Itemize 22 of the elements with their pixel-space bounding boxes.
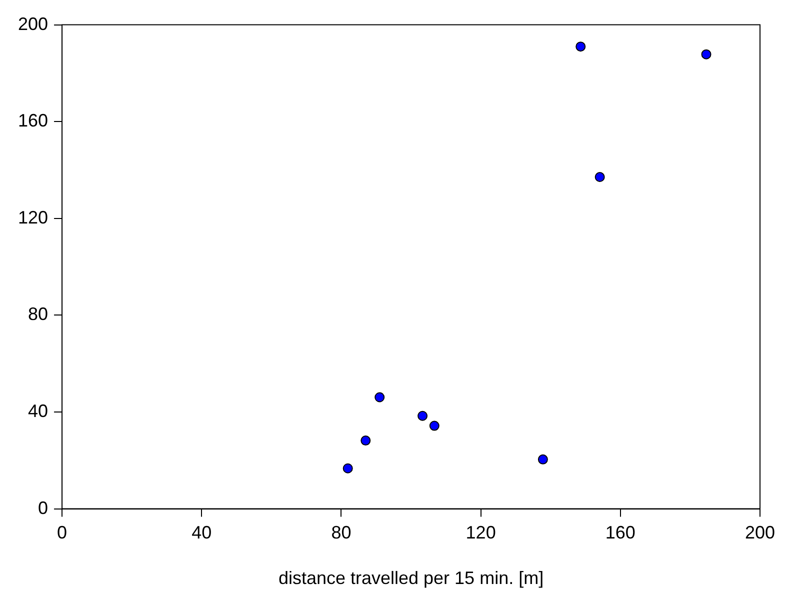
point xyxy=(429,420,440,431)
y-tick-label: 160 xyxy=(18,110,48,131)
y-tick-label: 0 xyxy=(38,498,48,518)
y-tick-label: 120 xyxy=(18,207,48,228)
x-tick-label: 200 xyxy=(744,522,776,543)
y-tick-label: 80 xyxy=(28,304,48,324)
point xyxy=(374,392,385,402)
point xyxy=(594,172,605,182)
point xyxy=(701,49,712,60)
x-tick-label: 120 xyxy=(466,522,496,543)
point xyxy=(360,436,371,446)
x-tick-label: 40 xyxy=(192,522,212,543)
y-tick-label: 200 xyxy=(18,14,48,34)
y-tick-label: 40 xyxy=(28,400,48,421)
point xyxy=(342,463,353,474)
x-tick-label: 160 xyxy=(605,522,636,543)
x-tick-label: 80 xyxy=(331,522,352,543)
point xyxy=(418,410,428,421)
x-tick-label: 0 xyxy=(57,522,68,543)
point xyxy=(576,42,586,52)
x-axis-title: distance travelled per 15 min. [m] xyxy=(278,568,544,588)
point xyxy=(538,454,548,464)
